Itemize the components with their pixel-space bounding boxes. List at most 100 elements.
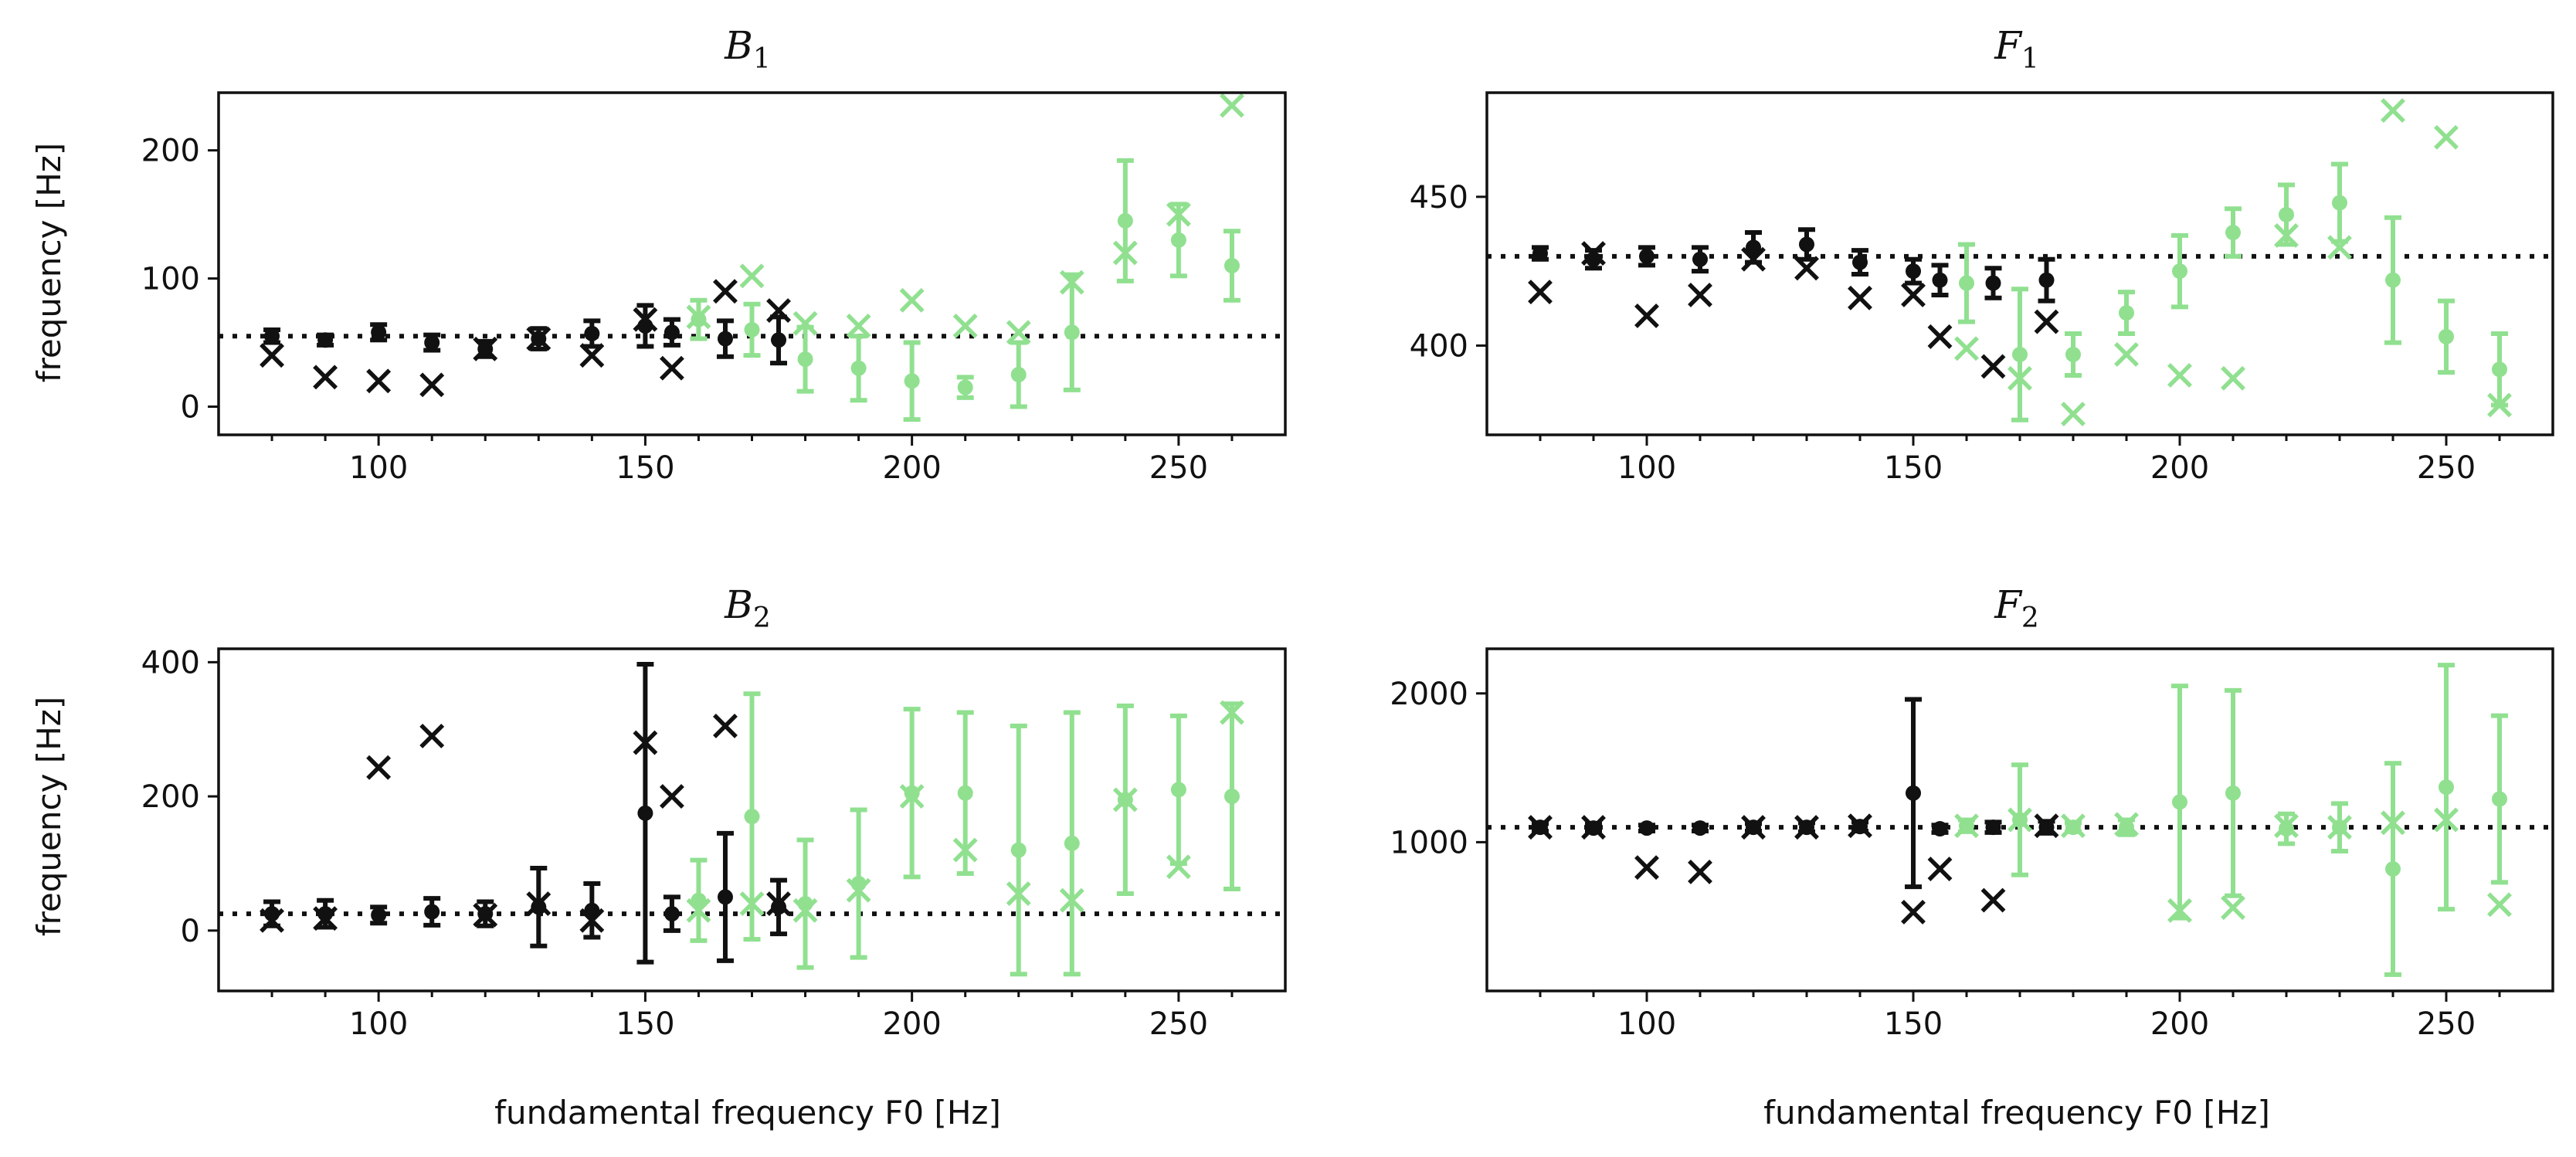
- mean-point-f2-165: [1985, 819, 2001, 836]
- cross-marker-b2-160: [686, 897, 711, 923]
- mean-point-f2-200: [2172, 794, 2187, 810]
- mean-point-b2-155: [664, 906, 680, 922]
- plot-area-b1: 100 150 200 250 0 100 200: [141, 91, 1287, 486]
- x-tick-label-150: 150: [616, 450, 674, 486]
- mean-point-b2-110: [424, 904, 440, 920]
- cross-marker-f1-190: [2114, 342, 2139, 367]
- cross-marker-b2-190: [846, 877, 871, 903]
- x-tick-label-100: 100: [1617, 1006, 1676, 1042]
- cross-marker-f1-180: [2061, 402, 2086, 426]
- mean-point-f2-100: [1639, 820, 1655, 836]
- x-tick-label-150: 150: [616, 1006, 674, 1042]
- mean-point-b1-260: [1224, 257, 1240, 273]
- cross-marker-b1-220: [1006, 320, 1031, 345]
- cross-marker-f2-110: [1688, 859, 1712, 884]
- mean-point-f2-155: [1932, 821, 1948, 837]
- panel-title-subscript: 1: [2021, 43, 2039, 75]
- mean-point-b1-220: [1010, 367, 1027, 383]
- x-tick-label-100: 100: [349, 1006, 408, 1042]
- mean-point-b1-190: [850, 360, 867, 376]
- panel-title-b1: B1: [724, 23, 771, 75]
- cross-marker-b1-120: [473, 336, 498, 361]
- panel-title-subscript: 2: [753, 602, 771, 634]
- cross-marker-f1-175: [2034, 309, 2059, 334]
- cross-marker-f2-180: [2061, 813, 2086, 839]
- mean-point-f1-110: [1692, 251, 1708, 267]
- mean-point-b2-165: [717, 889, 733, 905]
- panel-title-f1: F1: [1994, 23, 2039, 75]
- cross-marker-f2-160: [1954, 813, 1979, 839]
- plot-area-f2: 100 150 200 250 1000 2000: [1390, 647, 2554, 1042]
- panel-b2: B2 frequency [Hz] fundamental frequency …: [30, 582, 1287, 1132]
- x-tick-label-200: 200: [2150, 450, 2209, 486]
- mean-point-b1-175: [771, 332, 787, 348]
- mean-point-f1-210: [2225, 225, 2241, 241]
- cross-marker-b1-130: [526, 326, 552, 351]
- x-tick-label-200: 200: [882, 1006, 941, 1042]
- panel-title-main: F: [1994, 582, 2023, 627]
- x-axis-label-b2: fundamental frequency F0 [Hz]: [494, 1094, 1001, 1132]
- cross-marker-b1-155: [659, 355, 684, 381]
- mean-point-f1-155: [1932, 272, 1948, 288]
- panel-title-b2: B2: [724, 582, 771, 634]
- panel-f2: F2 fundamental frequency F0 [Hz] 100 150 2…: [1390, 582, 2554, 1132]
- mean-point-f2-250: [2439, 779, 2454, 796]
- mean-point-b2-170: [744, 809, 760, 825]
- x-tick-label-100: 100: [349, 450, 408, 486]
- cross-marker-f1-220: [2274, 222, 2299, 248]
- cross-marker-b2-210: [952, 837, 978, 863]
- plot-area-b2: 100 150 200 250 0 200 400: [141, 645, 1287, 1042]
- cross-marker-b1-110: [419, 372, 445, 398]
- cross-marker-b1-175: [766, 298, 791, 324]
- cross-marker-f2-155: [1927, 857, 1953, 882]
- plot-frame-b2: [217, 647, 1287, 992]
- panel-title-subscript: 2: [2021, 602, 2039, 634]
- cross-marker-f1-155: [1927, 324, 1953, 349]
- cross-marker-b2-230: [1059, 887, 1084, 913]
- cross-marker-f2-165: [1980, 887, 2006, 913]
- mean-point-f1-240: [2385, 272, 2401, 288]
- cross-marker-b1-200: [899, 287, 925, 313]
- y-tick-label-450: 450: [1410, 180, 1468, 215]
- plot-area-f1: 100 150 200 250 400 450: [1410, 91, 2554, 486]
- cross-marker-f1-165: [1980, 354, 2006, 379]
- y-tick-label-0: 0: [181, 389, 200, 425]
- mean-point-b2-130: [531, 899, 547, 915]
- mean-point-f2-110: [1692, 820, 1708, 836]
- mean-point-b2-175: [771, 899, 787, 915]
- cross-marker-f1-240: [2381, 98, 2405, 124]
- cross-marker-b2-260: [1220, 700, 1244, 725]
- mean-point-f1-140: [1852, 254, 1868, 270]
- cross-marker-b2-200: [899, 784, 925, 809]
- mean-point-b1-100: [371, 324, 387, 341]
- cross-marker-f2-240: [2381, 810, 2405, 836]
- cross-marker-b1-80: [260, 343, 284, 368]
- x-tick-label-250: 250: [1149, 1006, 1208, 1042]
- cross-marker-f2-200: [2167, 898, 2192, 923]
- y-tick-label-100: 100: [141, 262, 200, 297]
- cross-marker-f2-190: [2114, 812, 2139, 837]
- cross-marker-b1-160: [686, 304, 711, 330]
- panel-title-main: F: [1994, 23, 2023, 68]
- cross-marker-b2-150: [633, 730, 658, 755]
- cross-marker-b1-90: [313, 365, 338, 390]
- mean-point-f2-150: [1906, 785, 1921, 801]
- cross-marker-f1-230: [2327, 235, 2352, 260]
- x-tick-label-250: 250: [2417, 1006, 2476, 1042]
- cross-marker-b2-220: [1006, 881, 1031, 906]
- cross-marker-b2-250: [1166, 854, 1191, 880]
- panel-b1: B1 frequency [Hz] 100 150 200 250 0 100 200: [30, 23, 1287, 486]
- mean-point-b2-250: [1170, 782, 1186, 798]
- cross-marker-f1-260: [2487, 392, 2512, 418]
- mean-point-f1-130: [1799, 236, 1814, 253]
- cross-marker-b2-80: [260, 908, 284, 933]
- cross-marker-f2-150: [1901, 899, 1926, 925]
- cross-marker-f1-120: [1741, 246, 1766, 272]
- cross-marker-f1-100: [1634, 303, 1659, 328]
- cross-marker-b1-180: [792, 310, 818, 336]
- cross-marker-f2-100: [1634, 855, 1659, 880]
- cross-marker-b2-170: [739, 891, 765, 917]
- mean-point-b1-80: [264, 328, 280, 344]
- cross-marker-f1-90: [1581, 241, 1606, 266]
